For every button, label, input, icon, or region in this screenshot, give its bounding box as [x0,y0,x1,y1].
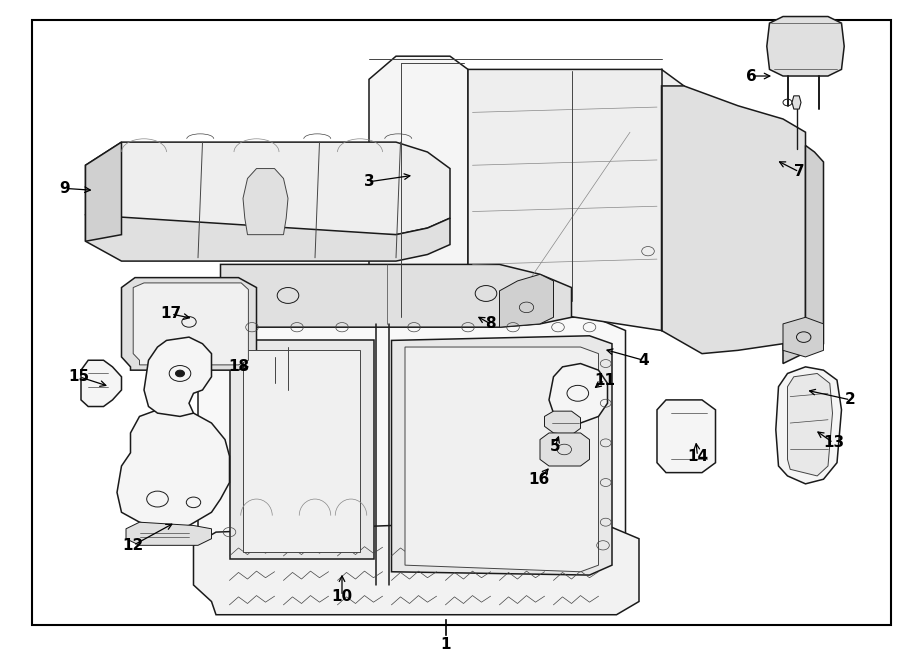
Polygon shape [81,360,122,407]
Polygon shape [86,215,450,261]
Polygon shape [792,96,801,109]
Polygon shape [230,340,374,559]
Text: 13: 13 [823,436,844,450]
Circle shape [176,370,184,377]
Text: 1: 1 [440,637,451,652]
Text: 18: 18 [228,360,249,374]
Polygon shape [500,274,554,327]
Polygon shape [86,142,122,241]
Polygon shape [544,411,580,435]
Polygon shape [243,169,288,235]
Text: 2: 2 [845,393,856,407]
Polygon shape [144,337,212,416]
Polygon shape [405,347,598,572]
Polygon shape [220,264,572,327]
Text: 9: 9 [59,181,70,196]
Text: 7: 7 [794,165,805,179]
Polygon shape [126,522,212,545]
Polygon shape [540,433,590,466]
Polygon shape [392,336,612,575]
Polygon shape [86,142,450,235]
Polygon shape [767,17,844,76]
Text: 12: 12 [122,538,144,553]
Polygon shape [788,373,832,476]
Polygon shape [122,278,256,370]
Text: 3: 3 [364,175,374,189]
Polygon shape [468,69,684,330]
Text: 10: 10 [331,589,353,603]
Polygon shape [198,317,626,588]
Text: 14: 14 [687,449,708,463]
Polygon shape [194,519,639,615]
Polygon shape [783,145,824,364]
Text: 6: 6 [746,69,757,83]
Polygon shape [243,350,360,552]
Polygon shape [133,283,248,365]
Polygon shape [369,56,468,324]
Polygon shape [783,317,824,357]
Polygon shape [662,86,806,354]
Polygon shape [776,367,842,484]
Polygon shape [549,364,608,423]
Text: 4: 4 [638,353,649,368]
Text: 15: 15 [68,369,90,384]
Text: 5: 5 [550,439,561,453]
Text: 8: 8 [485,317,496,331]
Text: 11: 11 [594,373,616,387]
Text: 17: 17 [160,307,182,321]
Text: 16: 16 [528,472,550,486]
Polygon shape [117,410,230,530]
Polygon shape [657,400,716,473]
